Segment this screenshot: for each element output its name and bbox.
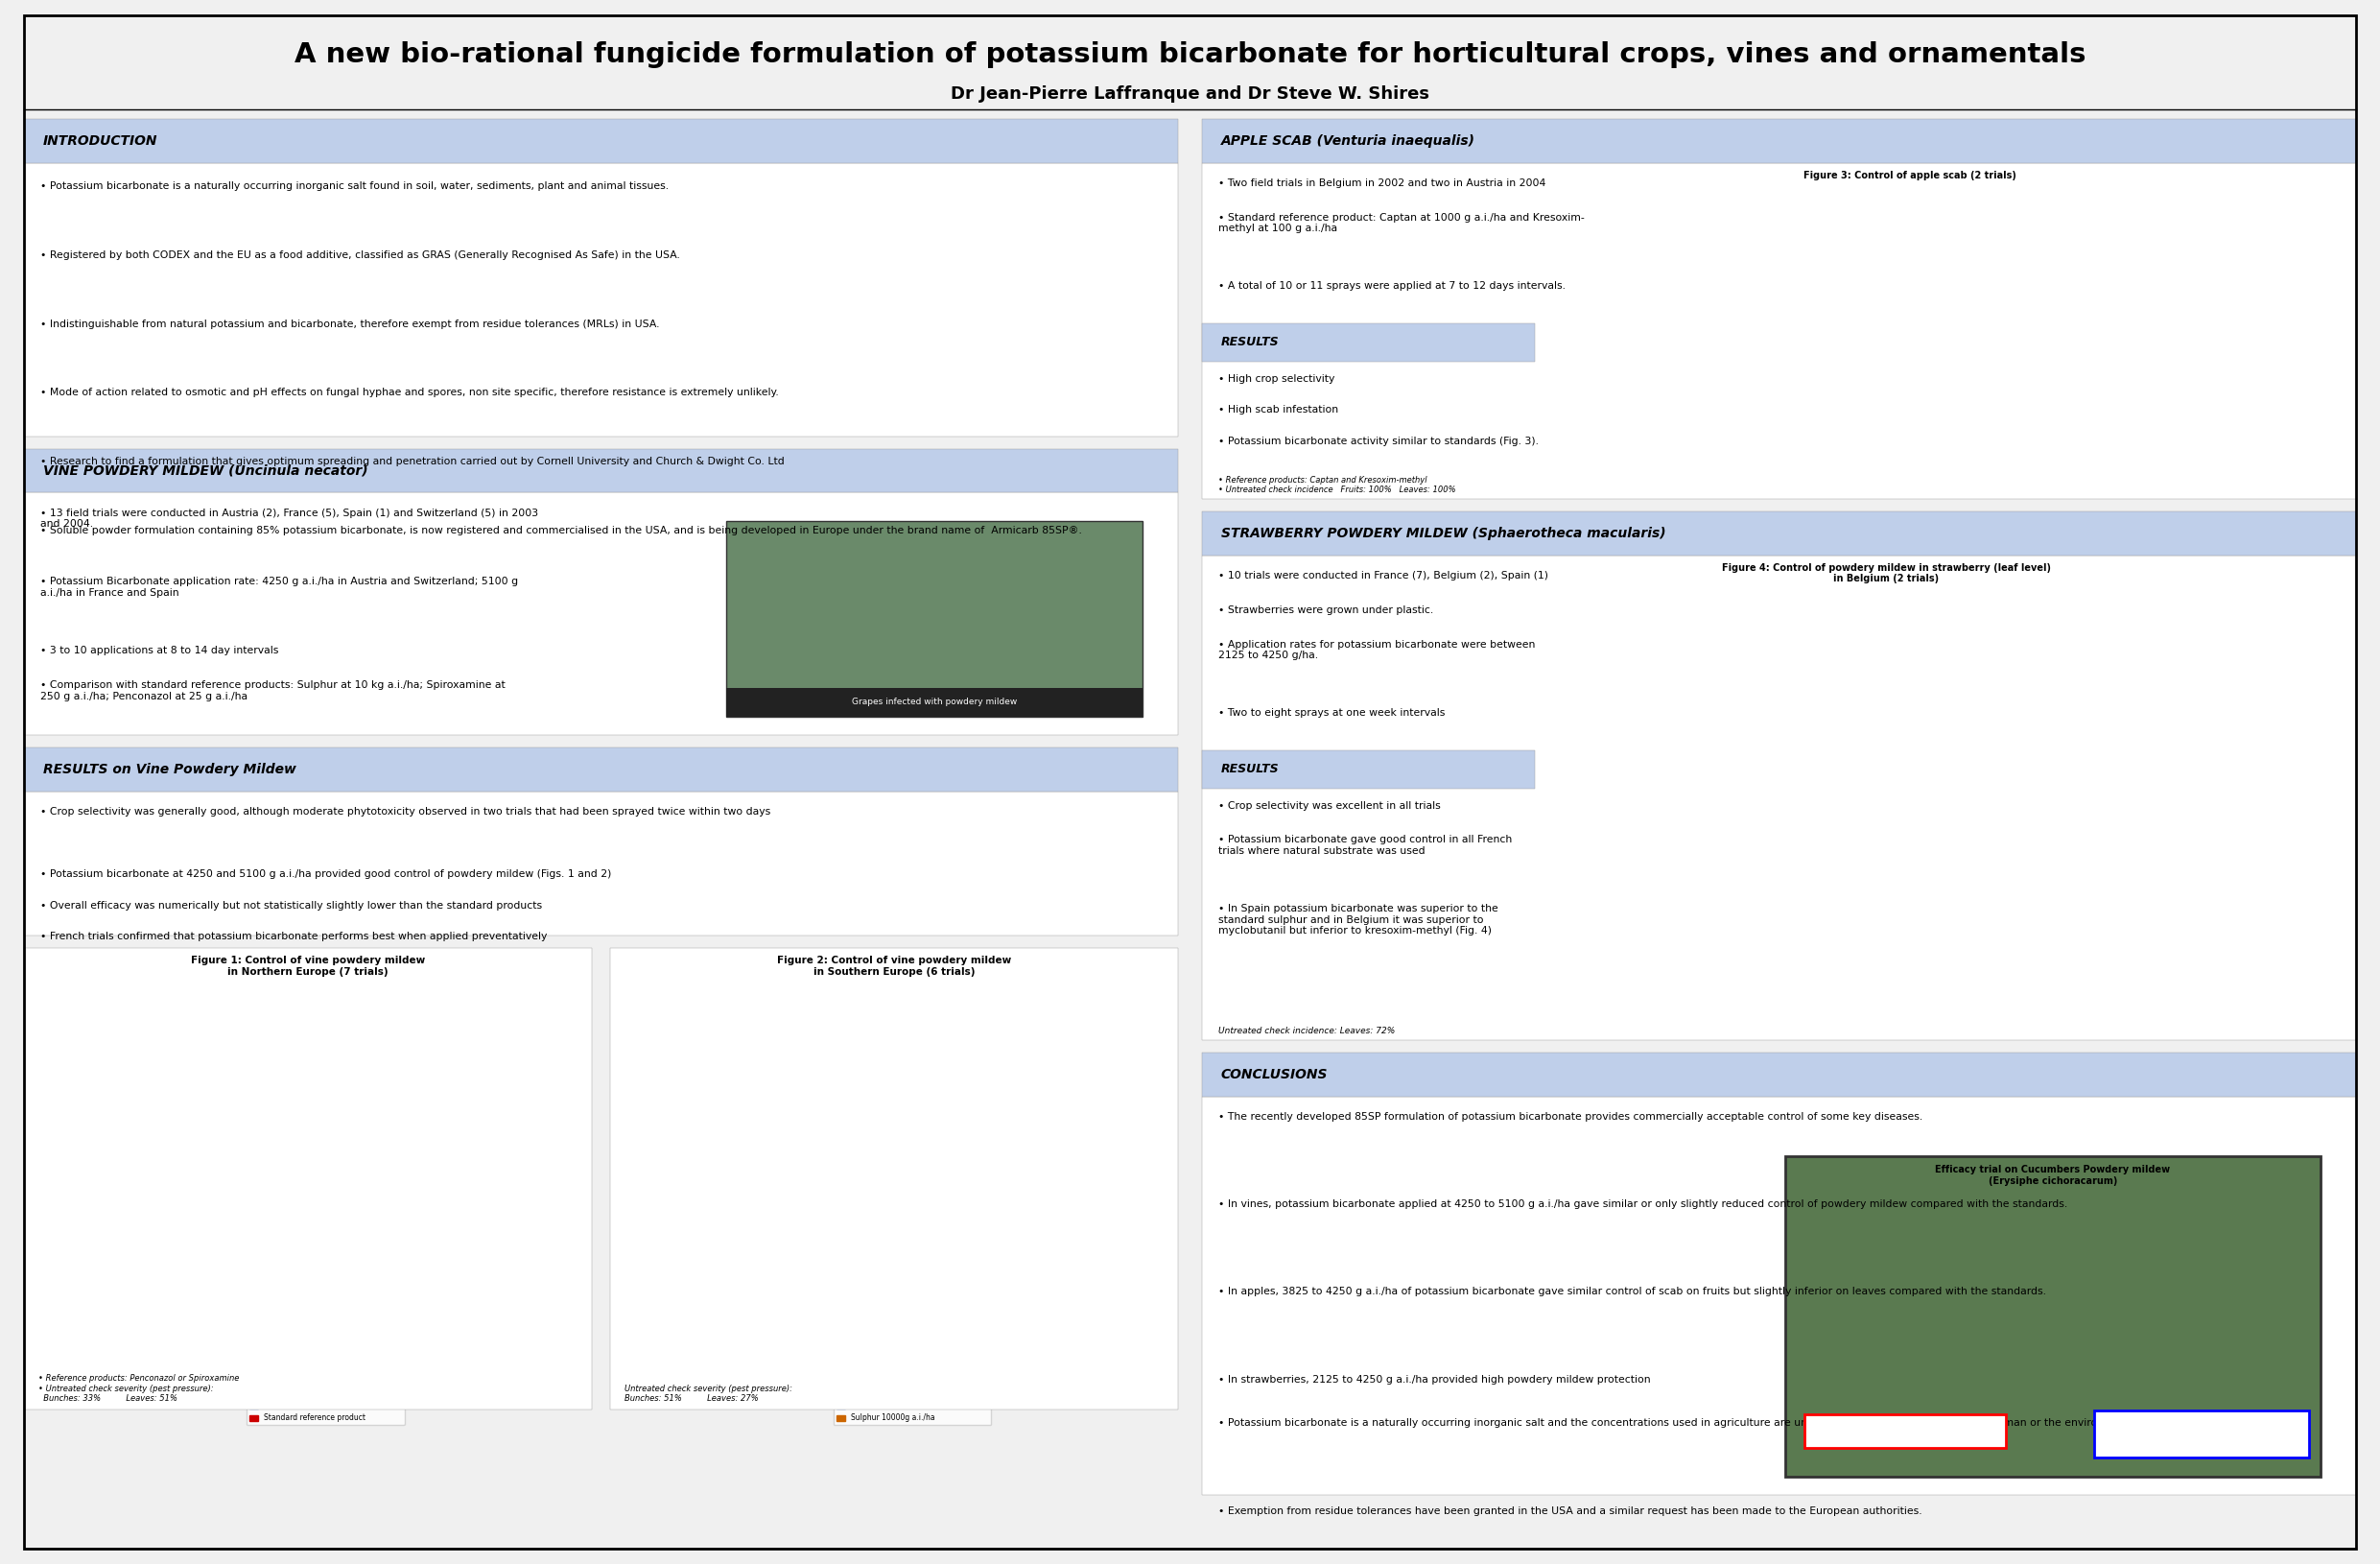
- Text: 85%: 85%: [2049, 849, 2071, 859]
- Bar: [1837, 835, 1935, 949]
- Text: 80%: 80%: [1983, 375, 2004, 383]
- Text: 67%: 67%: [1702, 870, 1723, 879]
- Bar: [126, 1115, 209, 1303]
- Text: Grapes infected with powdery mildew: Grapes infected with powdery mildew: [852, 698, 1016, 707]
- Text: • Overall efficacy was numerically but not statistically slightly lower than the: • Overall efficacy was numerically but n…: [40, 901, 543, 910]
- Text: • In apples, 3825 to 4250 g a.i./ha of potassium bicarbonate gave similar contro: • In apples, 3825 to 4250 g a.i./ha of p…: [1219, 1287, 2047, 1297]
- Bar: [947, 1132, 1028, 1303]
- Text: Figure 1: Control of vine powdery mildew
in Northern Europe (7 trials): Figure 1: Control of vine powdery mildew…: [190, 956, 424, 976]
- Bar: [443, 1101, 524, 1303]
- Text: a: a: [481, 1317, 486, 1326]
- Bar: [209, 1095, 290, 1303]
- Text: • Two field trials in Belgium in 2002 and two in Austria in 2004: • Two field trials in Belgium in 2002 an…: [1219, 178, 1547, 188]
- Text: • In Spain potassium bicarbonate was superior to the
standard sulphur and in Bel: • In Spain potassium bicarbonate was sup…: [1219, 904, 1499, 935]
- Text: • Crop selectivity was excellent in all trials: • Crop selectivity was excellent in all …: [1219, 801, 1440, 810]
- Text: • Potassium bicarbonate is a naturally occurring inorganic salt found in soil, w: • Potassium bicarbonate is a naturally o…: [40, 181, 669, 191]
- Text: • A total of 10 or 11 sprays were applied at 7 to 12 days intervals.: • A total of 10 or 11 sprays were applie…: [1219, 282, 1566, 291]
- Text: 88%: 88%: [1059, 1206, 1081, 1215]
- Text: • In strawberries, 2125 to 4250 g a.i./ha provided high powdery mildew protectio: • In strawberries, 2125 to 4250 g a.i./h…: [1219, 1375, 1652, 1384]
- Text: a: a: [833, 1317, 838, 1326]
- Text: a: a: [400, 1317, 405, 1326]
- Text: • Research to find a formulation that gives optimum spreading and penetration ca: • Research to find a formulation that gi…: [40, 457, 785, 466]
- Text: RESULTS on Vine Powdery Mildew: RESULTS on Vine Powdery Mildew: [43, 763, 295, 776]
- Text: a: a: [985, 1317, 990, 1326]
- Bar: [714, 1146, 795, 1303]
- Text: 81%: 81%: [1816, 374, 1837, 382]
- Text: • Potassium bicarbonate activity similar to standards (Fig. 3).: • Potassium bicarbonate activity similar…: [1219, 436, 1540, 446]
- Text: Figure 3: Control of apple scab (2 trials): Figure 3: Control of apple scab (2 trial…: [1804, 170, 2016, 180]
- Text: • 13 field trials were conducted in Austria (2), France (5), Spain (1) and Switz: • 13 field trials were conducted in Aust…: [40, 508, 538, 529]
- Text: Figure 4: Control of powdery mildew in strawberry (leaf level)
in Belgium (2 tri: Figure 4: Control of powdery mildew in s…: [1721, 563, 2052, 583]
- Text: • In vines, potassium bicarbonate applied at 4250 to 5100 g a.i./ha gave similar: • In vines, potassium bicarbonate applie…: [1219, 1200, 2068, 1209]
- Text: A new bio-rational fungicide formulation of potassium bicarbonate for horticultu: A new bio-rational fungicide formulation…: [295, 41, 2085, 69]
- Text: • Indistinguishable from natural potassium and bicarbonate, therefore exempt fro: • Indistinguishable from natural potassi…: [40, 319, 659, 328]
- Bar: [1709, 335, 1787, 444]
- Text: • Reference products: Penconazol or Spiroxamine
• Untreated check severity (pest: • Reference products: Penconazol or Spir…: [38, 1375, 238, 1403]
- Text: Formulated potassium
bicarbonate at 3 kg/ha: Formulated potassium bicarbonate at 3 kg…: [2156, 1425, 2247, 1444]
- Text: Untreated check severity (pest pressure):
Bunches: 51%          Leaves: 27%: Untreated check severity (pest pressure)…: [624, 1384, 793, 1403]
- Text: RESULTS: RESULTS: [1221, 336, 1278, 349]
- Text: • Potassium Bicarbonate application rate: 4250 g a.i./ha in Austria and Switzerl: • Potassium Bicarbonate application rate…: [40, 577, 519, 597]
- Bar: [1664, 799, 1761, 949]
- Text: Untreated check incidence: Leaves: 72%: Untreated check incidence: Leaves: 72%: [1219, 1026, 1395, 1035]
- Bar: [1954, 314, 2033, 444]
- Text: 51%: 51%: [1875, 887, 1897, 896]
- Text: • Standard reference product: Captan at 1000 g a.i./ha and Kresoxim-
methyl at 1: • Standard reference product: Captan at …: [1219, 213, 1585, 233]
- Text: CONCLUSIONS: CONCLUSIONS: [1221, 1068, 1328, 1081]
- Text: • 10 trials were conducted in France (7), Belgium (2), Spain (1): • 10 trials were conducted in France (7)…: [1219, 571, 1549, 580]
- Text: INTRODUCTION: INTRODUCTION: [43, 135, 157, 147]
- Text: • Reference products: Captan and Kresoxim-methyl
• Untreated check incidence   F: • Reference products: Captan and Kresoxi…: [1219, 475, 1457, 494]
- Text: RESULTS: RESULTS: [1221, 763, 1278, 776]
- Legend: Potassium bicarbonate
4250 g a.i./ha, Myclobutanil
60 g a.i./ha, Kresoxim-methyl: Potassium bicarbonate 4250 g a.i./ha, My…: [2149, 682, 2254, 751]
- Text: a: a: [248, 1317, 252, 1326]
- Text: Dr Jean-Pierre Laffranque and Dr Steve W. Shires: Dr Jean-Pierre Laffranque and Dr Steve W…: [950, 84, 1430, 103]
- Bar: [359, 1115, 443, 1303]
- Text: • Potassium bicarbonate at 4250 and 5100 g a.i./ha provided good control of powd: • Potassium bicarbonate at 4250 and 5100…: [40, 870, 612, 879]
- Text: • Application rates for potassium bicarbonate were between
2125 to 4250 g/ha.: • Application rates for potassium bicarb…: [1219, 640, 1535, 660]
- Text: • Potassium bicarbonate gave good control in all French
trials where natural sub: • Potassium bicarbonate gave good contro…: [1219, 835, 1511, 856]
- Text: 67%: 67%: [1737, 385, 1759, 394]
- Text: 81%: 81%: [976, 1212, 1000, 1221]
- Text: • Crop selectivity was generally good, although moderate phytotoxicity observed : • Crop selectivity was generally good, a…: [40, 807, 771, 816]
- Text: 89%: 89%: [390, 1204, 412, 1214]
- Text: 96%: 96%: [471, 1196, 495, 1206]
- Bar: [795, 1139, 878, 1303]
- Text: VINE POWDERY MILDEW (Uncinula necator): VINE POWDERY MILDEW (Uncinula necator): [43, 465, 367, 477]
- Text: • 3 to 10 applications at 8 to 14 day intervals: • 3 to 10 applications at 8 to 14 day in…: [40, 646, 278, 655]
- Text: Efficacy trial on Cucumbers Powdery mildew
(Erysiphe cichoracarum): Efficacy trial on Cucumbers Powdery mild…: [1935, 1165, 2171, 1186]
- Text: • Mode of action related to osmotic and pH effects on fungal hyphae and spores, : • Mode of action related to osmotic and …: [40, 388, 778, 397]
- Bar: [2011, 759, 2109, 949]
- Legend: Potassium bicarbonate 4250 g a.i./ha, Standard reference product: Potassium bicarbonate 4250 g a.i./ha, St…: [248, 1398, 405, 1425]
- Text: • Exemption from residue tolerances have been granted in the USA and a similar r: • Exemption from residue tolerances have…: [1219, 1506, 1923, 1516]
- Text: • The recently developed 85SP formulation of potassium bicarbonate provides comm: • The recently developed 85SP formulatio…: [1219, 1112, 1923, 1121]
- Text: • High scab infestation: • High scab infestation: [1219, 405, 1338, 414]
- Text: • Potassium bicarbonate is a naturally occurring inorganic salt and the concentr: • Potassium bicarbonate is a naturally o…: [1219, 1419, 2135, 1428]
- Legend: Potassium bicarbonate 5100 g a.i./ha, Sulphur 10000g a.i./ha: Potassium bicarbonate 5100 g a.i./ha, Su…: [833, 1398, 990, 1425]
- Text: 78%: 78%: [826, 1215, 847, 1226]
- Text: • French trials confirmed that potassium bicarbonate performs best when applied : • French trials confirmed that potassium…: [40, 932, 547, 942]
- Bar: [2033, 311, 2111, 444]
- Text: Figure 2: Control of vine powdery mildew
in Southern Europe (6 trials): Figure 2: Control of vine powdery mildew…: [778, 956, 1012, 976]
- Text: APPLE SCAB (Venturia inaequalis): APPLE SCAB (Venturia inaequalis): [1221, 135, 1476, 147]
- Text: • High crop selectivity: • High crop selectivity: [1219, 374, 1335, 383]
- Bar: [1028, 1117, 1111, 1303]
- Text: 74%: 74%: [743, 1220, 766, 1229]
- Bar: [1787, 311, 1866, 444]
- Text: a: a: [1066, 1317, 1073, 1326]
- Text: • Comparison with standard reference products: Sulphur at 10 kg a.i./ha; Spiroxa: • Comparison with standard reference pro…: [40, 680, 505, 701]
- Text: Untreated check: Untreated check: [1868, 1426, 1942, 1436]
- Text: • Strawberries were grown under plastic.: • Strawberries were grown under plastic.: [1219, 605, 1433, 615]
- Text: 89%: 89%: [157, 1204, 178, 1214]
- Text: • Soluble powder formulation containing 85% potassium bicarbonate, is now regist: • Soluble powder formulation containing …: [40, 526, 1083, 535]
- Text: • Registered by both CODEX and the EU as a food additive, classified as GRAS (Ge: • Registered by both CODEX and the EU as…: [40, 250, 681, 260]
- Text: ab: ab: [162, 1317, 174, 1326]
- Text: 81%: 81%: [2061, 374, 2082, 382]
- Legend: Potassium bicarbonate
(3825 to 4250 g a.i./ha), Standard reference
product: Potassium bicarbonate (3825 to 4250 g a.…: [2147, 250, 2254, 297]
- Text: ab: ab: [750, 1317, 759, 1326]
- Text: STRAWBERRY POWDERY MILDEW (Sphaerotheca macularis): STRAWBERRY POWDERY MILDEW (Sphaerotheca …: [1221, 527, 1666, 540]
- Text: 99%: 99%: [238, 1193, 262, 1203]
- Text: • Two to eight sprays at one week intervals: • Two to eight sprays at one week interv…: [1219, 708, 1445, 718]
